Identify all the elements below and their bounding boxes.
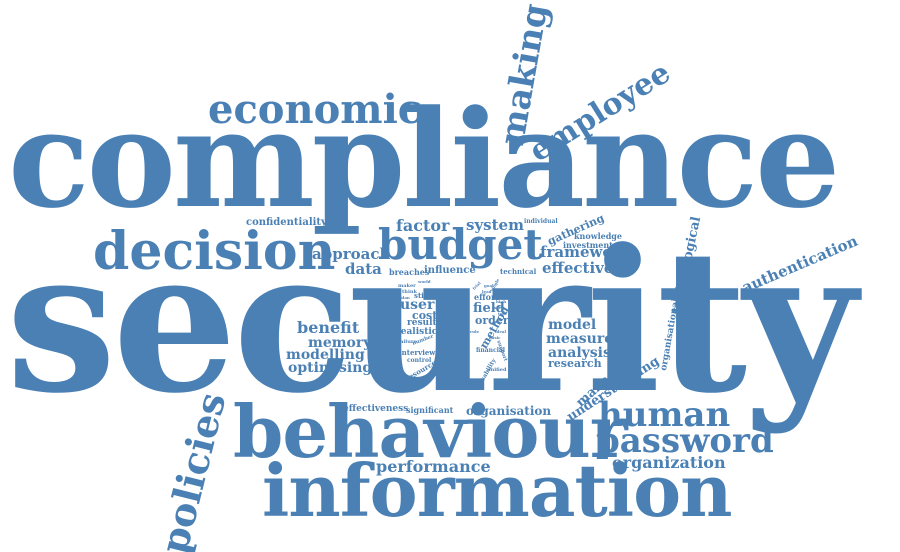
word-framework: framework: [540, 243, 631, 261]
word-investment: investment: [563, 240, 613, 250]
word-rule: rule: [470, 329, 480, 334]
word-measure: measure: [546, 331, 614, 347]
word-budget: budget: [378, 220, 543, 269]
word-interview: interview: [399, 348, 436, 357]
word-individual: individual: [524, 218, 558, 225]
word-field: field: [473, 301, 505, 316]
word-result: result: [407, 318, 437, 328]
word-economic: economic: [208, 86, 423, 133]
word-approach: approach: [312, 245, 391, 263]
word-compliance: compliance: [8, 80, 840, 238]
word-information: information: [262, 448, 732, 533]
word-analysis: analysis: [548, 345, 611, 361]
word-financial: financial: [476, 347, 506, 354]
word-unified: unified: [487, 367, 507, 373]
word-think: think: [402, 289, 417, 295]
word-factor: factor: [396, 216, 450, 235]
word-effectiveness: effectiveness: [343, 404, 409, 414]
word-decision: decision: [93, 221, 336, 282]
word-human: human: [598, 395, 731, 435]
word-goal: goal: [484, 283, 494, 288]
word-modelling: modelling: [286, 347, 365, 363]
word-knowledge: knowledge: [574, 231, 622, 241]
word-influence: influence: [424, 265, 476, 276]
word-realistic: realistic: [396, 327, 438, 337]
word-failure: failure: [398, 339, 417, 345]
word-stick: stick: [414, 291, 433, 300]
word-organisation: organisation: [466, 404, 552, 418]
word-effective: effective: [542, 259, 614, 277]
word-high: high: [496, 299, 507, 304]
word-cost: cost: [412, 309, 438, 322]
word-security: security: [6, 207, 857, 437]
word-significant: significant: [406, 405, 454, 415]
word-set: set: [494, 305, 501, 310]
word-organization: organization: [612, 453, 726, 472]
word-breaches: breaches: [389, 267, 430, 277]
word-world: world: [418, 279, 431, 284]
word-performance: performance: [376, 457, 491, 476]
word-user: user: [400, 297, 435, 313]
word-lead: lead: [482, 289, 492, 294]
word-ideal: ideal: [495, 329, 506, 334]
word-maker: maker: [398, 283, 416, 289]
word-data: data: [345, 260, 382, 278]
word-basic: basic: [489, 335, 501, 340]
word-order: order: [475, 314, 509, 327]
word-memory: memory: [308, 335, 372, 351]
word-behaviour: behaviour: [233, 389, 628, 474]
word-benefit: benefit: [297, 318, 360, 337]
word-model: model: [548, 317, 597, 333]
word-effort: effort: [474, 292, 499, 302]
word-technical: technical: [500, 267, 537, 276]
word-research: research: [548, 357, 602, 370]
word-tool: tool: [498, 311, 507, 316]
word-plan: plan: [400, 295, 410, 300]
word-optimising: optimising: [288, 360, 373, 376]
word-control: control: [407, 357, 432, 364]
word-password: password: [596, 421, 774, 461]
word-confidentiality: confidentiality: [246, 217, 327, 228]
word-system: system: [466, 216, 524, 234]
